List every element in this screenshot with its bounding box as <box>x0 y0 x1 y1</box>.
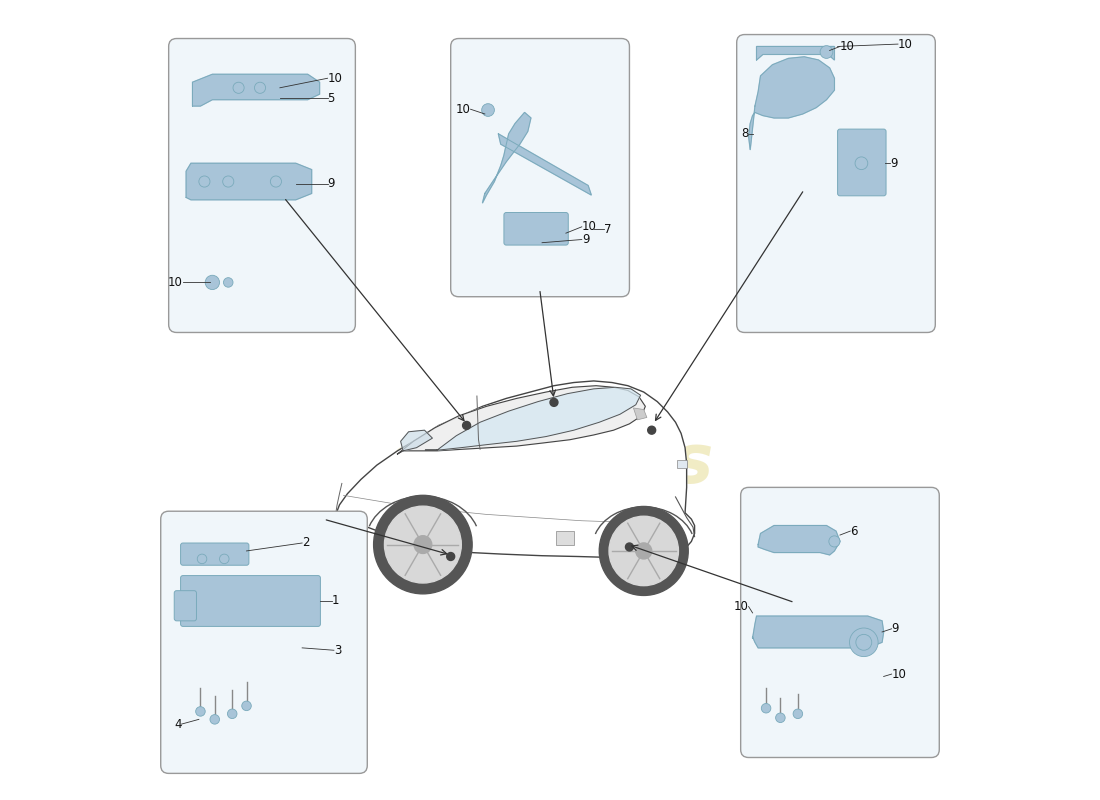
FancyBboxPatch shape <box>504 213 569 245</box>
Text: 7: 7 <box>604 222 612 236</box>
FancyBboxPatch shape <box>837 129 887 196</box>
Circle shape <box>855 157 868 170</box>
Text: 10: 10 <box>168 276 183 289</box>
FancyBboxPatch shape <box>737 34 935 333</box>
Circle shape <box>776 713 785 722</box>
Text: 10: 10 <box>328 72 342 85</box>
Circle shape <box>600 506 689 595</box>
Polygon shape <box>758 526 840 555</box>
Circle shape <box>210 714 220 724</box>
Polygon shape <box>678 459 686 467</box>
Polygon shape <box>757 46 835 60</box>
Polygon shape <box>336 381 694 558</box>
Text: 10: 10 <box>840 40 855 53</box>
Circle shape <box>228 709 236 718</box>
Circle shape <box>199 176 210 187</box>
Text: 8: 8 <box>741 127 749 140</box>
FancyBboxPatch shape <box>180 575 320 626</box>
Text: 10: 10 <box>892 667 906 681</box>
Circle shape <box>196 706 206 716</box>
Circle shape <box>374 495 472 594</box>
Text: 9: 9 <box>582 233 590 246</box>
Text: 3: 3 <box>334 644 341 657</box>
Circle shape <box>197 554 207 564</box>
Circle shape <box>648 426 656 434</box>
Circle shape <box>271 176 282 187</box>
Circle shape <box>856 634 872 650</box>
Circle shape <box>550 398 558 406</box>
Circle shape <box>223 278 233 287</box>
Circle shape <box>609 516 679 586</box>
Circle shape <box>220 554 229 564</box>
Text: 9: 9 <box>890 157 898 170</box>
FancyBboxPatch shape <box>174 590 197 621</box>
Polygon shape <box>749 57 835 150</box>
FancyBboxPatch shape <box>168 38 355 333</box>
Circle shape <box>793 709 803 718</box>
Text: 9: 9 <box>892 622 899 635</box>
Text: 1: 1 <box>331 594 339 607</box>
Circle shape <box>222 176 234 187</box>
Circle shape <box>414 536 432 554</box>
Circle shape <box>242 701 251 710</box>
Text: 10: 10 <box>582 220 596 234</box>
Polygon shape <box>557 531 574 545</box>
Circle shape <box>463 422 471 430</box>
Polygon shape <box>634 408 647 420</box>
Circle shape <box>636 543 652 559</box>
Text: passion for auto: passion for auto <box>438 513 662 541</box>
FancyBboxPatch shape <box>740 487 939 758</box>
FancyBboxPatch shape <box>161 511 367 774</box>
Circle shape <box>254 82 265 94</box>
Circle shape <box>821 46 833 58</box>
FancyBboxPatch shape <box>451 38 629 297</box>
Text: 2: 2 <box>302 537 309 550</box>
Text: 4: 4 <box>174 718 182 730</box>
Circle shape <box>447 553 454 561</box>
Text: 10: 10 <box>898 38 913 50</box>
Text: 10: 10 <box>734 600 749 613</box>
Polygon shape <box>400 430 432 451</box>
Text: 6: 6 <box>850 525 858 538</box>
Circle shape <box>761 703 771 713</box>
Polygon shape <box>426 387 640 450</box>
Text: 10: 10 <box>455 102 471 116</box>
Circle shape <box>233 82 244 94</box>
Circle shape <box>482 104 494 116</box>
Polygon shape <box>186 163 311 200</box>
Polygon shape <box>397 386 646 454</box>
Polygon shape <box>752 616 883 648</box>
Polygon shape <box>192 74 320 106</box>
Text: eurocars: eurocars <box>386 430 714 497</box>
Polygon shape <box>498 134 592 195</box>
Circle shape <box>829 536 840 547</box>
Text: 5: 5 <box>328 92 334 105</box>
Circle shape <box>385 506 461 583</box>
Circle shape <box>626 543 634 551</box>
Circle shape <box>849 628 878 657</box>
Text: 9: 9 <box>328 178 336 190</box>
FancyBboxPatch shape <box>180 543 249 566</box>
Circle shape <box>206 275 220 290</box>
Polygon shape <box>483 113 531 203</box>
